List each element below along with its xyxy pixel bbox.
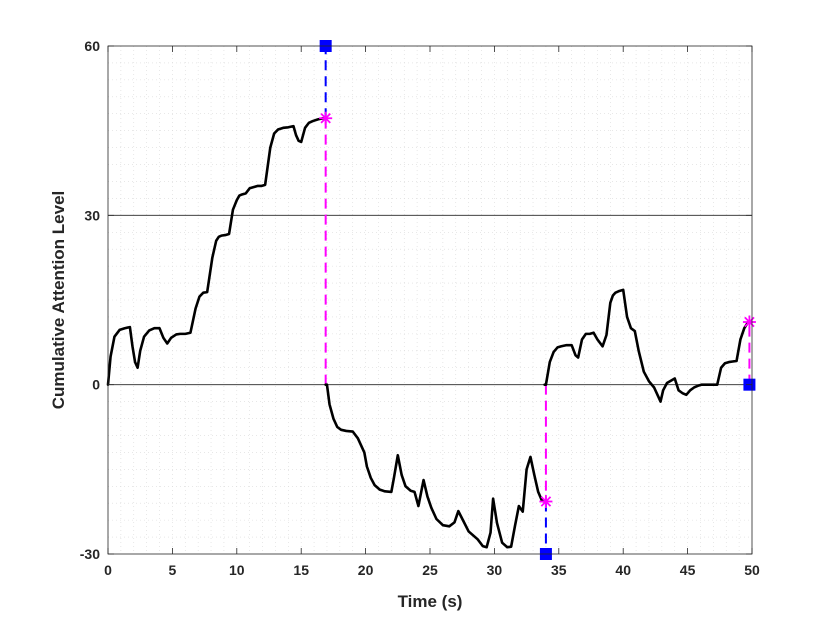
- minor-grid: [108, 46, 752, 554]
- switch-guide-lines: [324, 46, 751, 554]
- y-tick-labels: -30 0 30 60: [80, 38, 100, 562]
- x-tick-label: 50: [744, 562, 760, 578]
- y-tick-label: 0: [92, 377, 100, 393]
- x-axis-label: Time (s): [398, 592, 463, 611]
- axis-ticks: [107, 45, 753, 555]
- switch-asterisk-marker: [539, 495, 553, 509]
- x-tick-label: 10: [229, 562, 245, 578]
- attention-curve-line: [106, 116, 750, 549]
- x-tick-label: 15: [293, 562, 309, 578]
- x-tick-label: 35: [551, 562, 567, 578]
- x-tick-label: 20: [358, 562, 374, 578]
- y-tick-label: -30: [80, 546, 100, 562]
- y-tick-label: 60: [84, 38, 100, 54]
- x-tick-labels: 0 5 10 15 20 25 30 35 40 45 50: [104, 562, 760, 578]
- x-tick-label: 30: [487, 562, 503, 578]
- y-tick-label: 30: [84, 207, 100, 223]
- x-tick-label: 45: [680, 562, 696, 578]
- attention-curve: [106, 116, 750, 549]
- y-axis-label: Cumulative Attention Level: [49, 191, 68, 410]
- major-grid: [108, 214, 752, 386]
- x-tick-label: 25: [422, 562, 438, 578]
- x-tick-label: 40: [615, 562, 631, 578]
- x-tick-label: 5: [169, 562, 177, 578]
- switch-asterisk-marker: [319, 111, 333, 125]
- switch-asterisk-marker: [742, 315, 756, 329]
- x-tick-label: 0: [104, 562, 112, 578]
